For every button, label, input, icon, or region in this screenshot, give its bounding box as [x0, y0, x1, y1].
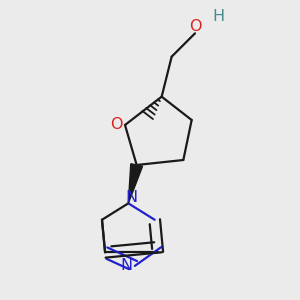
Text: N: N: [126, 190, 138, 205]
Text: N: N: [120, 258, 133, 273]
Text: H: H: [212, 9, 224, 24]
Text: O: O: [110, 118, 123, 133]
Polygon shape: [128, 164, 142, 203]
Text: O: O: [189, 19, 201, 34]
